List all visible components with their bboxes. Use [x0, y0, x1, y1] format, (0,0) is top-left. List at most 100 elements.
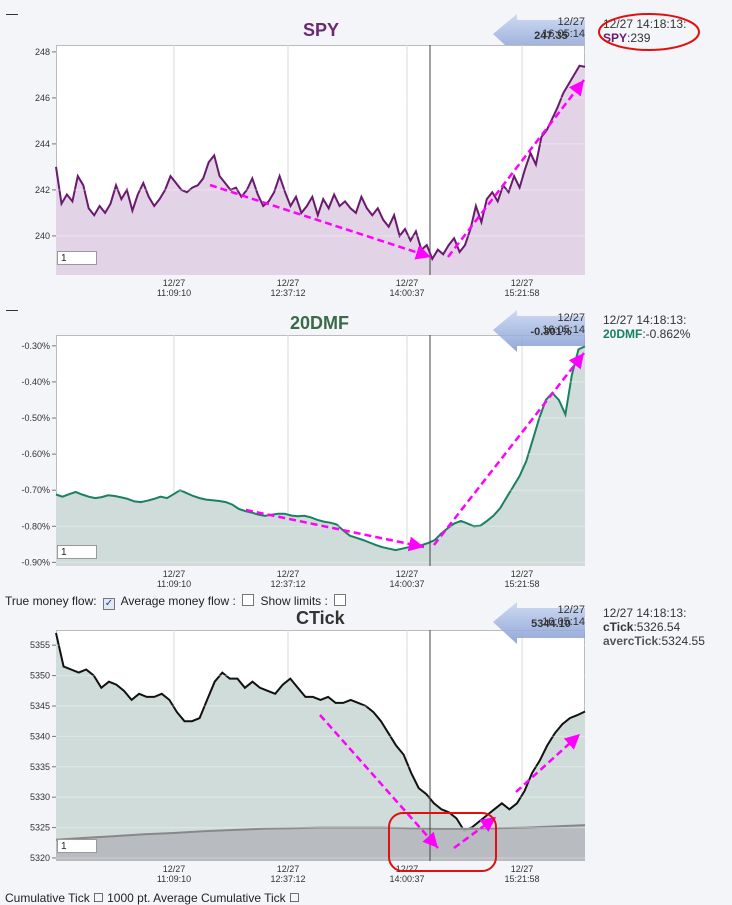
x-tick-label: 12:37:12 — [270, 288, 305, 298]
y-tick-label: -0.90% — [21, 557, 50, 567]
ctick-zoom-input[interactable]: 1 — [57, 839, 97, 853]
chart-svg: 12/2711:09:1012/2712:37:1212/2714:00:371… — [21, 335, 586, 589]
y-tick-label: 244 — [35, 139, 50, 149]
annotation-arrow — [433, 352, 585, 546]
x-tick-label: 11:09:10 — [157, 579, 191, 589]
ctick-last-value-badge: 12/27 16:05:14 5344.10 — [493, 602, 585, 646]
ctick-crosshair-info: 12/27 14:18:13: cTick:5326.54 avercTick:… — [603, 606, 705, 648]
annotation-arrow — [319, 714, 439, 849]
average-money-flow-label: Average money flow : — [120, 594, 236, 608]
spy-badge-value: 247.35 — [534, 30, 568, 42]
x-tick-label: 15:21:58 — [504, 874, 539, 884]
dmf-last-value-badge: 12/27 16:05:14 -0.301% — [493, 310, 585, 354]
dmf-info-value: :-0.862% — [642, 327, 691, 341]
dmf-badge-time: 12/27 16:05:14 — [542, 312, 585, 336]
spy-info-circle — [598, 13, 700, 51]
y-tick-label: 5345 — [30, 701, 50, 711]
ctick-info-label: cTick — [603, 620, 634, 634]
dmf-info-label: 20DMF — [603, 327, 643, 341]
annotation-circle — [388, 812, 497, 872]
chart-svg: 12/2711:09:1012/2712:37:1212/2714:00:371… — [30, 630, 586, 884]
annotation-arrow — [447, 79, 585, 258]
series-line-20DMF — [55, 345, 586, 552]
ctick-info-value: :5326.54 — [633, 620, 681, 634]
y-tick-label: -0.40% — [21, 377, 50, 387]
x-tick-label: 12/27 — [511, 864, 534, 874]
y-tick-label: 240 — [35, 231, 50, 241]
show-limits-checkbox[interactable] — [334, 594, 347, 606]
x-tick-label: 12/27 — [163, 278, 186, 288]
badge-arrow-icon — [493, 602, 585, 644]
spy-info-time: 12/27 14:18:13: — [603, 17, 687, 31]
dmf-crosshair-info: 12/27 14:18:13: 20DMF:-0.862% — [603, 313, 690, 341]
ctick-badge-time: 12/27 16:05:14 — [542, 604, 585, 628]
series-area-avercTick — [56, 825, 585, 861]
y-tick-label: -0.70% — [21, 485, 50, 495]
y-tick-label: 5320 — [30, 853, 50, 863]
x-tick-label: 11:09:10 — [157, 288, 191, 298]
badge-arrow-icon — [493, 310, 585, 352]
y-tick-label: -0.60% — [21, 449, 50, 459]
x-tick-label: 14:00:37 — [389, 874, 424, 884]
spy-crosshair-info: 12/27 14:18:13: SPY:239 — [603, 17, 686, 45]
x-tick-label: 12/27 — [396, 278, 419, 288]
annotation-arrow — [209, 183, 432, 260]
dmf-zoom-input[interactable]: 1 — [57, 545, 97, 559]
x-tick-label: 11:09:10 — [157, 874, 191, 884]
ctick-chart-title: CTick — [296, 608, 345, 628]
x-tick-label: 12/27 — [396, 569, 419, 579]
averctick-info-value: :5324.55 — [658, 634, 705, 648]
annotation-arrow — [453, 815, 497, 850]
ctick-plot-area[interactable]: 12/27 11:09:10 12/27 12:37:12 12/27 14:00:37 1… — [30, 630, 586, 884]
dmf-plot-area[interactable]: 12/27 11:09:10 12/27 12:37:12 12/27 14:00:37 1… — [21, 335, 586, 589]
y-tick-label: 5335 — [30, 762, 50, 772]
y-tick-label: 5340 — [30, 731, 50, 741]
collapse-dash-icon[interactable] — [6, 14, 18, 15]
y-tick-label: -0.80% — [21, 521, 50, 531]
x-tick-label: 15:21:58 — [504, 579, 539, 589]
series-area — [56, 346, 585, 566]
true-money-flow-label: True money flow: — [5, 594, 97, 608]
ctick-info-time: 12/27 14:18:13: — [603, 606, 687, 620]
average-money-flow-checkbox[interactable] — [242, 594, 255, 606]
y-tick-label: -0.50% — [21, 413, 50, 423]
series-line-SPY — [55, 64, 586, 262]
dmf-panel: 20DMF 12/27 11:09:10 12/27 12:37:12 12/27 14:… — [0, 300, 732, 590]
x-tick-label: 12/27 — [277, 864, 300, 874]
spy-badge-time: 12/27 16:05:14 — [542, 16, 585, 40]
series-line-cTick — [55, 632, 586, 832]
x-tick-label: 12/27 — [277, 278, 300, 288]
spy-info-value: :239 — [627, 31, 651, 45]
x-tick-label: 12/27 — [163, 864, 186, 874]
dmf-info-time: 12/27 14:18:13: — [603, 313, 687, 327]
spy-plot-area[interactable]: 12/27 11:09:10 12/27 12:37:12 12/27 14:00:37 1… — [35, 45, 586, 298]
collapse-dash-icon[interactable] — [6, 310, 18, 311]
y-tick-label: 246 — [35, 93, 50, 103]
x-tick-label: 12/27 — [277, 569, 300, 579]
true-money-flow-checkbox[interactable]: ✓ — [102, 598, 115, 610]
annotation-arrow — [515, 733, 581, 793]
ctick-panel: CTick 12/27 11:09:10 12/27 12:37:12 12/27 14:… — [0, 602, 732, 895]
series-area — [56, 65, 585, 275]
show-limits-label: Show limits : — [260, 594, 328, 608]
x-tick-label: 14:00:37 — [389, 288, 424, 298]
cumulative-tick-controls: Cumulative Tick ☐ 1000 pt. Average Cumul… — [5, 891, 300, 905]
y-tick-label: -0.30% — [21, 341, 50, 351]
y-tick-label: 248 — [35, 47, 50, 57]
y-tick-label: 5350 — [30, 671, 50, 681]
x-tick-label: 12/27 — [163, 569, 186, 579]
spy-info-label: SPY — [603, 31, 628, 45]
averctick-info-label: avercTick — [603, 634, 659, 648]
y-tick-label: 5355 — [30, 640, 50, 650]
series-area — [56, 633, 585, 861]
x-tick-label: 12/27 — [511, 278, 534, 288]
x-tick-label: 12:37:12 — [270, 579, 305, 589]
x-tick-label: 12/27 — [511, 569, 534, 579]
spy-panel: SPY 12/27 16:05:14 247.35 12/27 14:18:13… — [0, 0, 732, 300]
x-tick-label: 12/27 — [396, 864, 419, 874]
ctick-badge-value: 5344.10 — [531, 618, 571, 630]
x-tick-label: 15:21:58 — [504, 288, 539, 298]
chart-svg: 12/2711:09:1012/2712:37:1212/2714:00:371… — [35, 45, 586, 298]
annotation-arrow — [245, 508, 425, 552]
spy-zoom-input[interactable]: 1 — [57, 251, 97, 265]
